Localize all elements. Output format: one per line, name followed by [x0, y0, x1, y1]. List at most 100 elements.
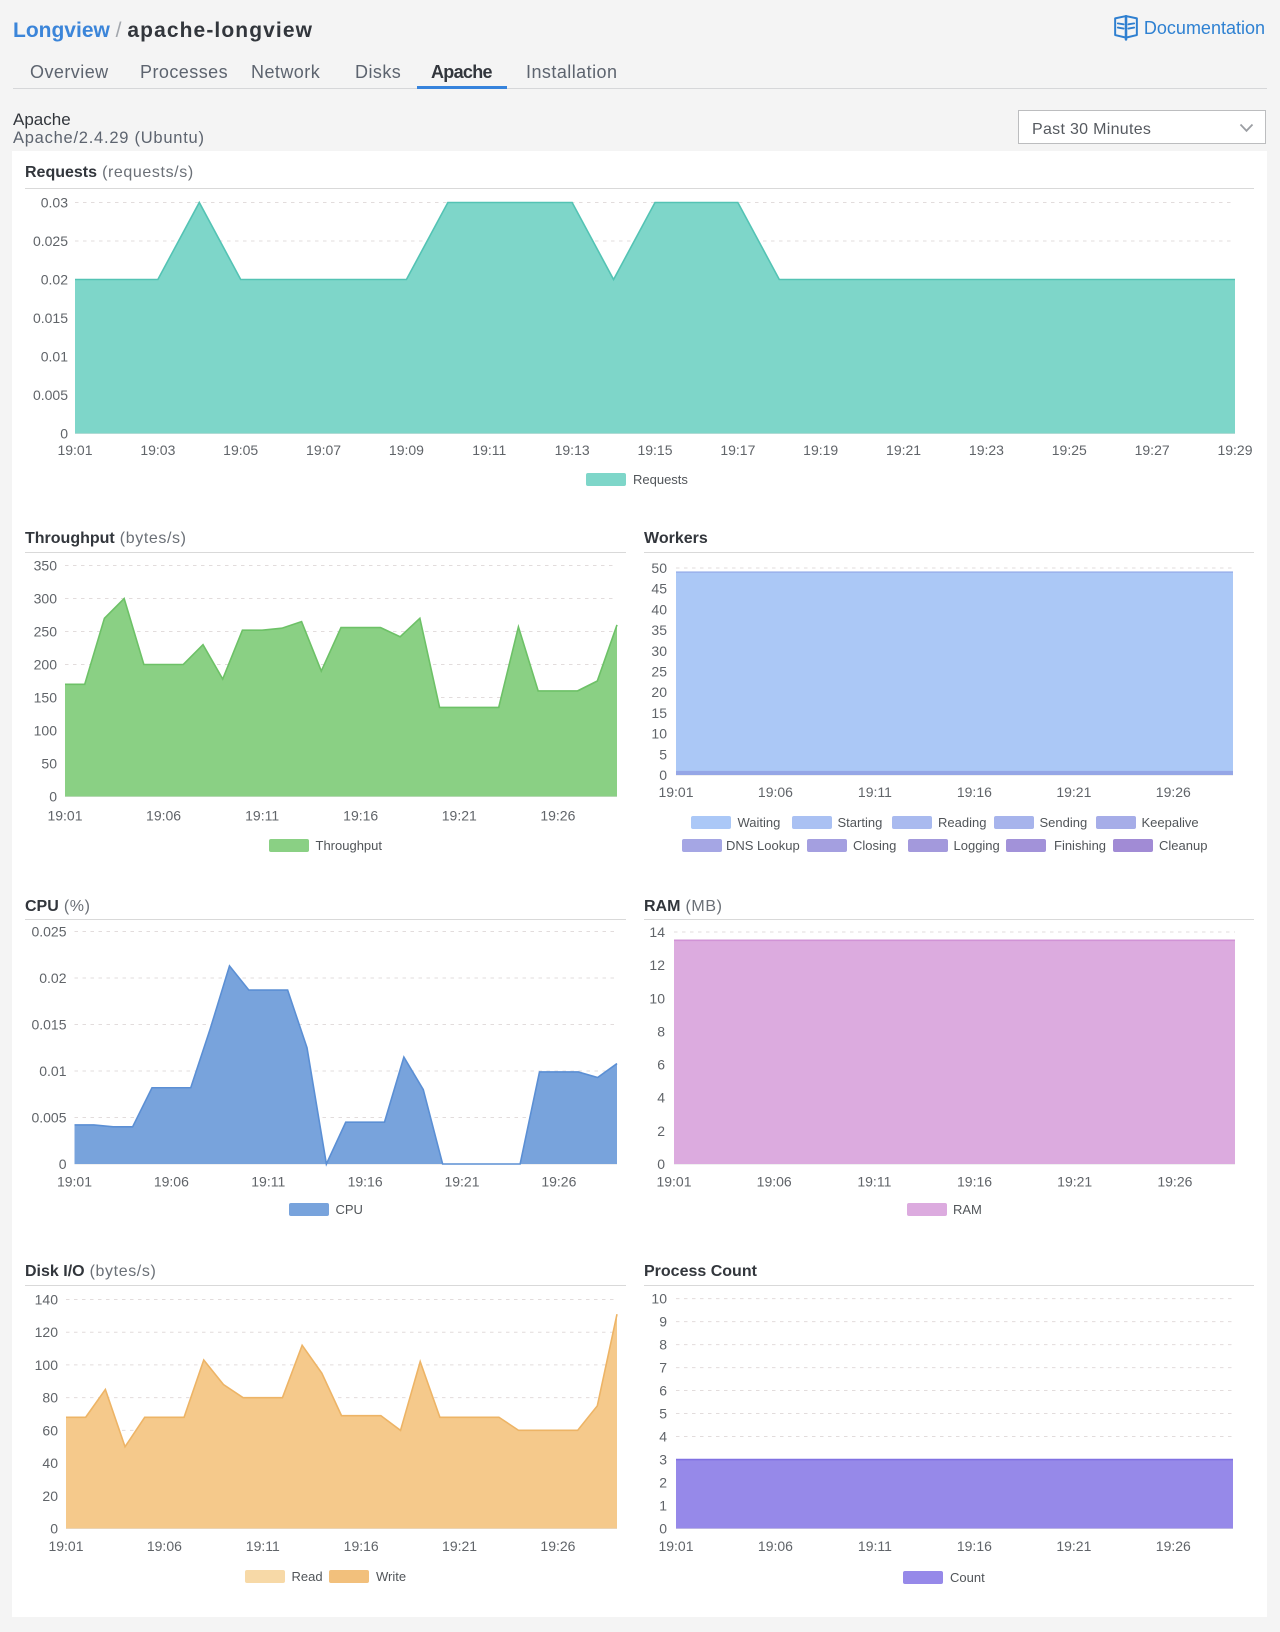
svg-text:2: 2 [657, 1123, 665, 1139]
svg-text:0.025: 0.025 [31, 924, 66, 940]
svg-text:35: 35 [651, 622, 667, 638]
svg-text:19:05: 19:05 [223, 442, 258, 458]
svg-text:19:06: 19:06 [147, 1538, 182, 1554]
svg-text:8: 8 [659, 1337, 667, 1353]
svg-text:10: 10 [651, 726, 667, 742]
svg-text:3: 3 [659, 1452, 667, 1468]
svg-text:19:16: 19:16 [957, 784, 992, 800]
svg-text:20: 20 [651, 684, 667, 700]
svg-text:19:25: 19:25 [1052, 442, 1087, 458]
svg-text:19:03: 19:03 [140, 442, 175, 458]
svg-text:0.02: 0.02 [39, 970, 66, 986]
svg-text:40: 40 [42, 1455, 58, 1471]
svg-text:0: 0 [59, 1156, 67, 1172]
svg-text:19:29: 19:29 [1217, 442, 1252, 458]
svg-text:19:17: 19:17 [720, 442, 755, 458]
svg-text:140: 140 [35, 1292, 59, 1308]
svg-text:19:26: 19:26 [541, 1174, 576, 1190]
svg-text:19:11: 19:11 [857, 1174, 891, 1190]
svg-text:0.015: 0.015 [31, 1017, 66, 1033]
svg-text:40: 40 [651, 601, 667, 617]
svg-text:5: 5 [659, 1406, 667, 1422]
svg-text:0.01: 0.01 [41, 349, 68, 365]
svg-text:10: 10 [651, 1291, 667, 1307]
svg-text:30: 30 [651, 643, 667, 659]
svg-text:6: 6 [657, 1057, 665, 1073]
svg-text:300: 300 [34, 591, 58, 607]
svg-text:0: 0 [49, 789, 57, 805]
svg-text:19:11: 19:11 [858, 784, 892, 800]
svg-text:19:15: 19:15 [637, 442, 672, 458]
svg-text:19:01: 19:01 [48, 1538, 83, 1554]
svg-text:0: 0 [50, 1521, 58, 1537]
svg-text:350: 350 [34, 558, 58, 574]
svg-text:19:27: 19:27 [1135, 442, 1170, 458]
svg-text:19:21: 19:21 [886, 442, 921, 458]
svg-text:2: 2 [659, 1475, 667, 1491]
svg-text:19:06: 19:06 [757, 1174, 792, 1190]
svg-text:250: 250 [34, 624, 58, 640]
svg-text:19:26: 19:26 [540, 808, 575, 824]
svg-text:20: 20 [42, 1488, 58, 1504]
svg-text:0.015: 0.015 [33, 310, 68, 326]
svg-text:19:06: 19:06 [758, 1538, 793, 1554]
svg-text:19:16: 19:16 [957, 1538, 992, 1554]
svg-text:1: 1 [659, 1498, 667, 1514]
svg-text:19:11: 19:11 [245, 808, 279, 824]
svg-text:10: 10 [649, 990, 665, 1006]
svg-text:45: 45 [651, 581, 667, 597]
svg-text:0: 0 [659, 767, 667, 783]
svg-text:0.005: 0.005 [31, 1110, 66, 1126]
svg-text:19:13: 19:13 [555, 442, 590, 458]
svg-text:0.01: 0.01 [39, 1063, 66, 1079]
svg-text:8: 8 [657, 1023, 665, 1039]
svg-text:19:01: 19:01 [57, 442, 92, 458]
svg-text:19:16: 19:16 [348, 1174, 383, 1190]
svg-text:0.025: 0.025 [33, 233, 68, 249]
svg-text:19:07: 19:07 [306, 442, 341, 458]
svg-text:19:01: 19:01 [57, 1174, 92, 1190]
svg-text:12: 12 [649, 957, 665, 973]
svg-text:19:19: 19:19 [803, 442, 838, 458]
svg-text:0: 0 [657, 1156, 665, 1172]
svg-text:50: 50 [41, 756, 57, 772]
svg-text:14: 14 [649, 924, 665, 940]
svg-text:19:26: 19:26 [1156, 784, 1191, 800]
svg-text:25: 25 [651, 664, 667, 680]
svg-text:19:21: 19:21 [444, 1174, 479, 1190]
svg-text:19:01: 19:01 [47, 808, 82, 824]
svg-text:100: 100 [35, 1357, 59, 1373]
svg-text:60: 60 [42, 1422, 58, 1438]
svg-text:19:21: 19:21 [442, 808, 477, 824]
svg-text:19:11: 19:11 [251, 1174, 285, 1190]
svg-text:5: 5 [659, 746, 667, 762]
svg-text:80: 80 [42, 1390, 58, 1406]
svg-text:19:01: 19:01 [656, 1174, 691, 1190]
svg-text:19:01: 19:01 [658, 784, 693, 800]
svg-text:19:23: 19:23 [969, 442, 1004, 458]
svg-text:19:11: 19:11 [246, 1538, 280, 1554]
svg-text:0: 0 [659, 1521, 667, 1537]
svg-text:6: 6 [659, 1383, 667, 1399]
svg-text:19:21: 19:21 [1057, 1174, 1092, 1190]
svg-text:19:21: 19:21 [1056, 784, 1091, 800]
svg-text:19:21: 19:21 [1056, 1538, 1091, 1554]
svg-text:19:06: 19:06 [146, 808, 181, 824]
svg-text:19:09: 19:09 [389, 442, 424, 458]
svg-text:19:21: 19:21 [442, 1538, 477, 1554]
svg-text:19:26: 19:26 [1156, 1538, 1191, 1554]
svg-text:19:11: 19:11 [472, 442, 506, 458]
svg-text:0.005: 0.005 [33, 387, 68, 403]
svg-text:19:26: 19:26 [1157, 1174, 1192, 1190]
svg-text:19:06: 19:06 [758, 784, 793, 800]
svg-text:9: 9 [659, 1314, 667, 1330]
svg-text:19:01: 19:01 [658, 1538, 693, 1554]
svg-text:19:16: 19:16 [344, 1538, 379, 1554]
svg-text:19:26: 19:26 [540, 1538, 575, 1554]
svg-text:19:16: 19:16 [957, 1174, 992, 1190]
svg-text:0.02: 0.02 [41, 272, 68, 288]
svg-text:200: 200 [34, 657, 58, 673]
svg-text:19:06: 19:06 [154, 1174, 189, 1190]
svg-text:0: 0 [60, 426, 68, 442]
svg-text:4: 4 [657, 1090, 665, 1106]
